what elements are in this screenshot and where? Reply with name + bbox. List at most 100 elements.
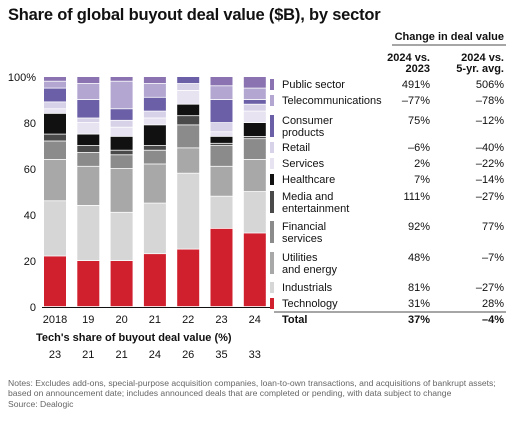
legend-value-vs-5yr: 77% <box>482 221 504 233</box>
legend-value-vs-5yr: 28% <box>482 298 504 310</box>
bar-segment-industrials <box>44 201 66 256</box>
bar-segment-telecommunications <box>210 86 233 100</box>
legend-value-vs-5yr: –22% <box>476 158 504 170</box>
legend-header: Change in deal value <box>395 31 504 43</box>
bar-segment-telecommunications <box>44 81 66 88</box>
legend-value-vs-2023: 48% <box>408 252 430 264</box>
x-tick-label: 20 <box>115 314 127 326</box>
col2-header: 2024 vs. <box>461 52 504 64</box>
bar-segment-public-sector <box>243 77 266 88</box>
legend-label: and energy <box>282 264 338 276</box>
bar-segment-healthcare <box>243 123 266 136</box>
legend-label: Financial <box>282 221 326 233</box>
legend-swatch <box>270 174 274 185</box>
notes-block: Notes: Excludes add-ons, special-purpose… <box>8 378 508 409</box>
x-tick-label: 23 <box>215 314 227 326</box>
bar-segment-services <box>143 118 166 125</box>
legend-label: Media and <box>282 191 333 203</box>
notes-text: Notes: Excludes add-ons, special-purpose… <box>8 378 496 399</box>
bar-segment-retail <box>44 102 66 109</box>
bar-segment-industrials <box>143 203 166 254</box>
legend-swatch <box>270 282 274 293</box>
legend-label: services <box>282 233 323 245</box>
tech-share-value: 21 <box>82 349 94 361</box>
bar-segment-consumer-products <box>210 100 233 123</box>
legend-label: products <box>282 127 325 139</box>
bar-segment-telecommunications <box>243 88 266 100</box>
bar-segment-technology <box>177 249 200 307</box>
legend-swatch <box>270 252 274 274</box>
legend-swatch <box>270 79 274 90</box>
bar-segment-media-and-entertainment <box>177 116 200 125</box>
bar-segment-utilities-and-energy <box>44 159 66 201</box>
col2-header: 5-yr. avg. <box>456 63 504 75</box>
bar-segment-public-sector <box>210 77 233 86</box>
bar-segment-utilities-and-energy <box>210 166 233 196</box>
bar-segment-technology <box>44 256 66 307</box>
total-value-vs-5yr: –4% <box>482 314 504 326</box>
legend-label: Public sector <box>282 79 345 91</box>
bar-segment-telecommunications <box>110 81 133 109</box>
bar-segment-services <box>110 127 133 136</box>
legend-label: Consumer <box>282 115 333 127</box>
bar-segment-retail <box>143 111 166 118</box>
legend-value-vs-5yr: –27% <box>476 191 504 203</box>
legend-swatch <box>270 142 274 153</box>
legend-value-vs-2023: 92% <box>408 221 430 233</box>
bar-segment-financial-services <box>143 150 166 164</box>
col1-header: 2024 vs. <box>387 52 430 64</box>
bar-segment-retail <box>177 83 200 90</box>
legend-swatch <box>270 95 274 106</box>
legend-swatch <box>270 158 274 169</box>
legend-label: Utilities <box>282 252 318 264</box>
bar-segment-retail <box>243 104 266 111</box>
legend-label: Services <box>282 158 325 170</box>
bar-segment-healthcare <box>143 125 166 146</box>
y-tick-label: 100% <box>8 72 36 84</box>
legend-swatch <box>270 298 274 309</box>
y-tick-label: 80 <box>24 118 36 130</box>
bars-group <box>44 77 266 307</box>
bar-segment-industrials <box>77 205 100 261</box>
x-tick-label: 2018 <box>43 314 67 326</box>
bar-segment-services <box>210 132 233 136</box>
bar-segment-media-and-entertainment <box>143 146 166 150</box>
bar-segment-media-and-entertainment <box>243 136 266 139</box>
legend-value-vs-2023: 491% <box>402 79 430 91</box>
legend-value-vs-5yr: 506% <box>476 79 504 91</box>
y-tick-label: 0 <box>30 302 36 314</box>
legend-value-vs-2023: 81% <box>408 282 430 294</box>
bar-segment-consumer-products <box>44 88 66 102</box>
legend-swatch <box>270 115 274 137</box>
legend-label: Telecommunications <box>282 95 382 107</box>
total-label: Total <box>282 314 307 326</box>
tech-share-title: Tech's share of buyout deal value (%) <box>36 332 232 344</box>
bar-segment-technology <box>210 228 233 307</box>
bar-segment-technology <box>243 233 266 307</box>
legend-swatch <box>270 191 274 213</box>
legend-value-vs-2023: 31% <box>408 298 430 310</box>
bar-segment-retail <box>77 118 100 123</box>
tech-share-value: 33 <box>249 349 261 361</box>
legend-value-vs-2023: 7% <box>414 174 430 186</box>
legend-value-vs-5yr: –14% <box>476 174 504 186</box>
bar-segment-utilities-and-energy <box>77 166 100 205</box>
bar-segment-utilities-and-energy <box>243 159 266 192</box>
tech-share-value: 26 <box>182 349 194 361</box>
legend-label: entertainment <box>282 203 349 215</box>
legend-label: Retail <box>282 142 310 154</box>
tech-share-row: 23 21 21 24 26 35 33 <box>49 349 261 361</box>
bar-segment-industrials <box>243 192 266 233</box>
legend-value-vs-5yr: –12% <box>476 115 504 127</box>
bar-segment-financial-services <box>44 141 66 159</box>
x-tick-label: 21 <box>149 314 161 326</box>
bar-segment-public-sector <box>44 77 66 81</box>
y-tick-label: 40 <box>24 210 36 222</box>
x-tick-label: 19 <box>82 314 94 326</box>
bar-segment-healthcare <box>177 104 200 116</box>
bar-segment-technology <box>77 261 100 307</box>
bar-segment-consumer-products <box>143 97 166 111</box>
tech-share-value: 23 <box>49 349 61 361</box>
bar-segment-consumer-products <box>177 77 200 84</box>
x-tick-label: 24 <box>249 314 261 326</box>
